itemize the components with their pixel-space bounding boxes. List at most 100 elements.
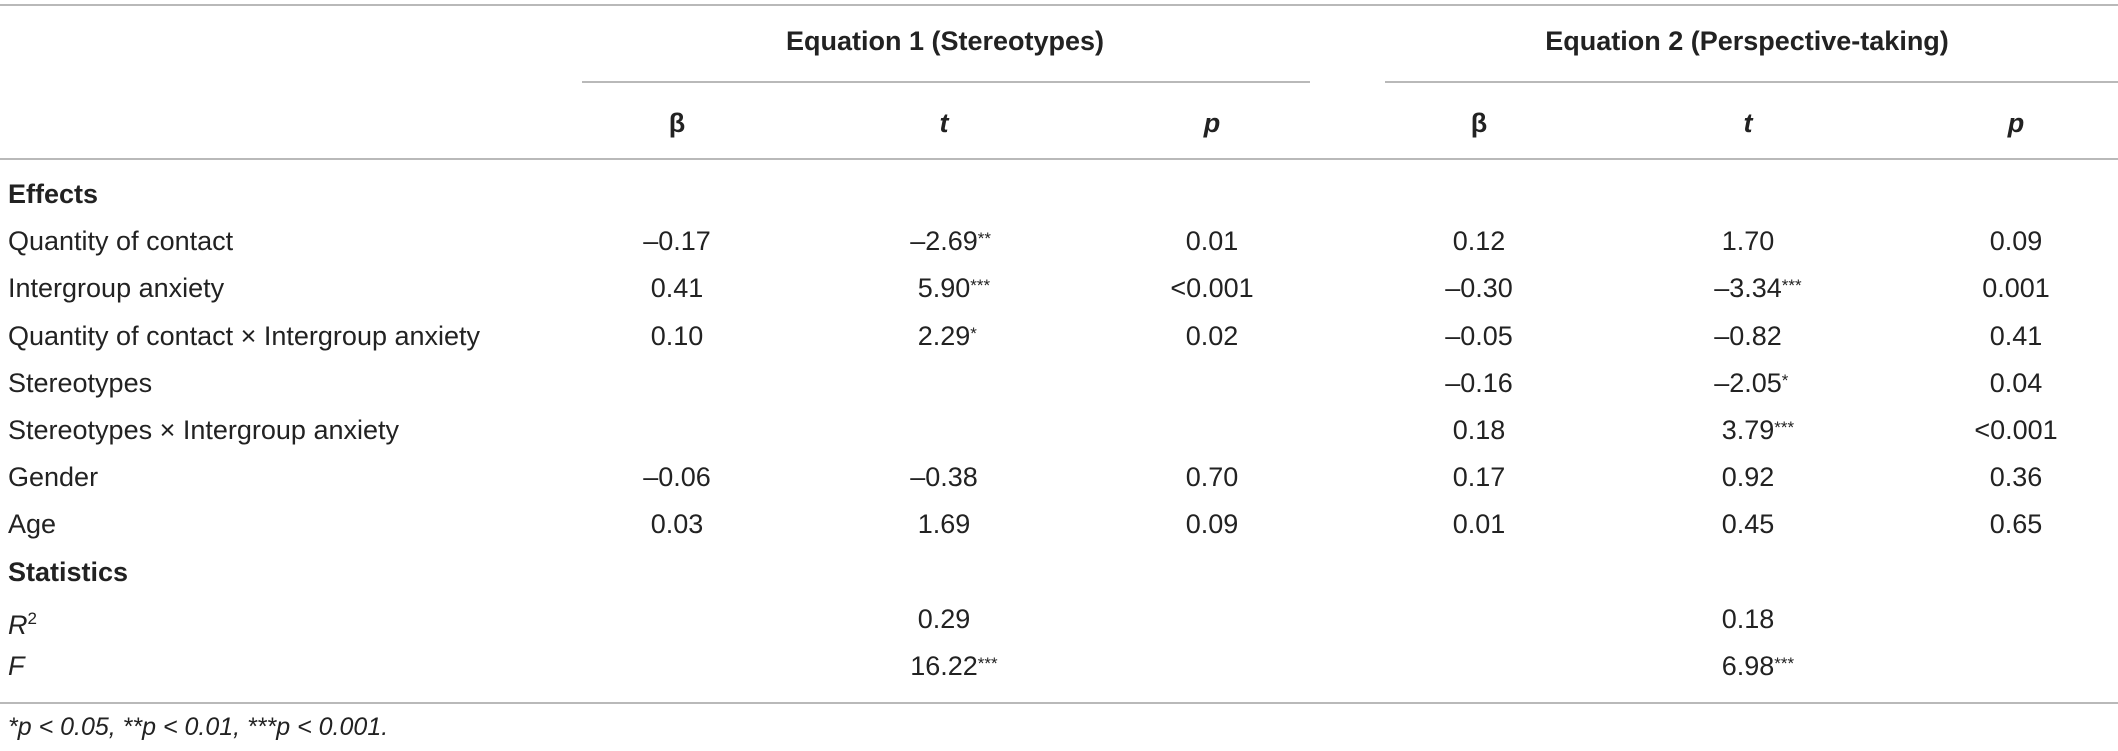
cell-p-2: 0.36	[1990, 460, 2043, 494]
cell-p-2: 0.09	[1990, 224, 2043, 258]
cell-value: 0.18	[1721, 603, 1775, 634]
cell-value: 1.70	[1721, 226, 1775, 257]
cell-value: 2.29	[917, 320, 971, 351]
cell-value: 0.17	[1452, 462, 1506, 493]
row-label-text: Stereotypes × Intergroup anxiety	[8, 415, 399, 445]
cell-value: –0.82	[1714, 320, 1782, 351]
cell-t-2: 0.92	[1722, 460, 1775, 494]
cell-value: 0.41	[650, 273, 704, 304]
cell-p-1: 0.70	[1186, 460, 1239, 494]
cell-value: 0.65	[1989, 509, 2043, 540]
cell-value: –3.34	[1714, 273, 1782, 304]
row-label: R2	[8, 602, 37, 642]
cell-value: 0.09	[1185, 509, 1239, 540]
cell-value: 6.98	[1721, 651, 1775, 681]
row-label: Intergroup anxiety	[8, 271, 224, 305]
bottom-rule	[0, 702, 2118, 704]
cell-value: 0.02	[1185, 320, 1239, 351]
significance-stars: ***	[1781, 276, 1802, 296]
cell-t-2: 1.70	[1722, 224, 1775, 258]
cell-value: 0.92	[1721, 462, 1775, 493]
row-label-text: Stereotypes	[8, 367, 153, 398]
group-underline-equation-1	[582, 81, 1310, 83]
cell-value: 0.12	[1452, 226, 1506, 257]
cell-value: –2.05	[1714, 367, 1782, 398]
cell-value: 0.01	[1452, 509, 1506, 540]
cell-value: 0.04	[1989, 367, 2043, 398]
cell-t-1: 0.29	[918, 602, 971, 636]
section-title: Effects	[8, 179, 99, 209]
row-label: Quantity of contact × Intergroup anxiety	[8, 319, 480, 353]
significance-stars: *	[1781, 370, 1789, 390]
cell-beta-2: –0.30	[1445, 271, 1513, 305]
cell-value: 0.03	[650, 509, 704, 540]
cell-t-1: 5.90***	[918, 271, 990, 305]
cell-p-2: 0.41	[1990, 319, 2043, 353]
cell-value: 0.45	[1721, 509, 1775, 540]
cell-value: 0.09	[1989, 226, 2043, 257]
cell-beta-2: 0.18	[1453, 413, 1506, 447]
cell-beta-1: –0.17	[643, 224, 711, 258]
row-label-superscript: 2	[27, 608, 37, 628]
row-label-text: Quantity of contact × Intergroup anxiety	[8, 320, 481, 351]
row-label: Stereotypes × Intergroup anxiety	[8, 413, 399, 447]
cell-beta-2: 0.17	[1453, 460, 1506, 494]
table-footnote: *p < 0.05, **p < 0.01, ***p < 0.001.	[8, 713, 389, 741]
cell-value: 0.41	[1989, 320, 2043, 351]
cell-t-1: 2.29*	[918, 319, 977, 353]
cell-t-2: –2.05*	[1714, 366, 1788, 400]
row-label-text: Gender	[8, 462, 99, 493]
cell-beta-2: –0.05	[1445, 319, 1513, 353]
cell-t-1: 16.22***	[910, 649, 997, 683]
cell-t-2: 3.79***	[1722, 413, 1794, 447]
cell-p-1: <0.001	[1170, 271, 1253, 305]
significance-stars: ***	[970, 276, 991, 296]
significance-stars: ***	[977, 654, 998, 673]
cell-t-2: 6.98***	[1722, 649, 1794, 683]
col-header-beta-2: β	[1470, 108, 1488, 138]
cell-beta-2: 0.01	[1453, 507, 1506, 541]
cell-value: <0.001	[1974, 415, 2058, 445]
row-label-text: Age	[8, 509, 57, 540]
cell-value: 0.01	[1185, 226, 1239, 257]
cell-t-2: 0.18	[1722, 602, 1775, 636]
cell-value: <0.001	[1170, 273, 1254, 304]
cell-value: –0.16	[1445, 367, 1513, 398]
cell-t-1: –0.38	[910, 460, 978, 494]
group-underline-equation-2	[1385, 81, 2118, 83]
cell-value: 16.22	[910, 651, 978, 681]
cell-t-1: 1.69	[918, 507, 971, 541]
significance-stars: ***	[1774, 654, 1795, 673]
cell-t-1: –2.69**	[910, 224, 991, 258]
cell-beta-2: 0.12	[1453, 224, 1506, 258]
row-label-text: R	[8, 609, 28, 640]
row-label-text: F	[8, 651, 25, 681]
col-header-t-2: t	[1743, 108, 1753, 138]
cell-value: –0.30	[1445, 273, 1513, 304]
cell-value: 0.001	[1982, 273, 2050, 304]
cell-value: 0.70	[1185, 462, 1239, 493]
cell-value: –0.05	[1445, 320, 1513, 351]
cell-p-2: 0.001	[1982, 271, 2050, 305]
section-title: Statistics	[8, 556, 129, 587]
cell-value: –2.69	[910, 226, 978, 257]
group-header-equation-1: Equation 1 (Stereotypes)	[785, 26, 1105, 56]
cell-beta-1: 0.03	[651, 507, 704, 541]
col-header-p-2: p	[2007, 108, 2025, 138]
row-label: F	[8, 649, 25, 683]
cell-beta-1: –0.06	[643, 460, 711, 494]
cell-p-2: 0.65	[1990, 507, 2043, 541]
cell-t-2: –3.34***	[1714, 271, 1801, 305]
cell-value: 0.18	[1452, 415, 1506, 445]
cell-value: 0.10	[650, 320, 704, 351]
row-label-text: Quantity of contact	[8, 226, 234, 257]
cell-p-1: 0.09	[1186, 507, 1239, 541]
row-label: Age	[8, 507, 56, 541]
cell-t-2: 0.45	[1722, 507, 1775, 541]
significance-stars: ***	[1774, 418, 1795, 437]
cell-value: 5.90	[917, 273, 971, 304]
row-label-text: Intergroup anxiety	[8, 273, 225, 304]
significance-stars: *	[970, 323, 977, 343]
cell-value: –0.38	[910, 462, 978, 493]
col-header-beta-1: β	[668, 108, 686, 138]
